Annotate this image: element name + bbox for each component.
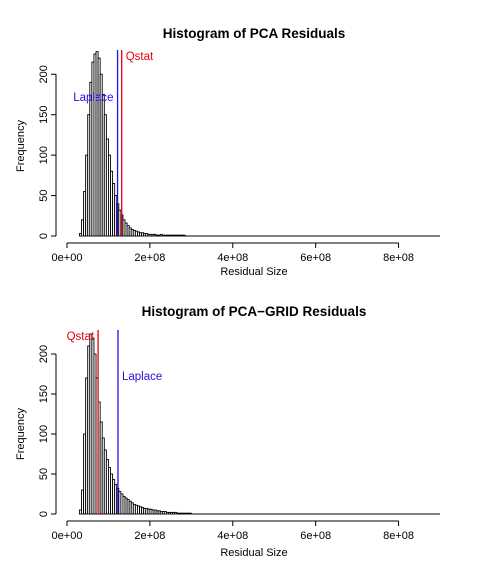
x-tick-label: 8e+08 (383, 530, 414, 542)
pca-grid-histogram-panel: Histogram of PCA−GRID Residuals Residual… (15, 304, 440, 559)
x-axis-label: Residual Size (220, 266, 287, 278)
y-tick-label: 200 (38, 65, 50, 83)
chart-title: Histogram of PCA−GRID Residuals (142, 304, 367, 319)
qstat-label: Qstat (67, 331, 95, 343)
chart-title: Histogram of PCA Residuals (163, 26, 346, 41)
x-tick-label: 0e+00 (52, 252, 83, 264)
y-axis: 0 50 100 150 200 (38, 65, 57, 239)
y-axis-label: Frequency (15, 120, 27, 172)
x-tick-label: 4e+08 (217, 530, 248, 542)
y-axis-label: Frequency (15, 408, 27, 460)
y-tick-label: 100 (38, 425, 50, 443)
laplace-label: Laplace (122, 371, 162, 383)
annotation-lines: Qstat Laplace (73, 50, 154, 236)
histogram-bar (188, 512, 192, 515)
histogram-bar (182, 234, 186, 237)
y-tick-label: 0 (38, 233, 50, 239)
annotation-lines: Qstat Laplace (67, 330, 162, 514)
y-tick-label: 0 (38, 511, 50, 517)
qstat-label: Qstat (126, 51, 154, 63)
y-tick-label: 150 (38, 106, 50, 124)
laplace-label: Laplace (73, 92, 113, 104)
x-tick-label: 0e+00 (52, 530, 83, 542)
y-tick-label: 200 (38, 345, 50, 363)
y-tick-label: 150 (38, 385, 50, 403)
x-tick-label: 6e+08 (300, 252, 331, 264)
x-tick-label: 8e+08 (383, 252, 414, 264)
x-axis-label: Residual Size (220, 547, 287, 559)
x-tick-label: 2e+08 (134, 252, 165, 264)
x-axis: 0e+00 2e+08 4e+08 6e+08 8e+08 (52, 520, 414, 542)
pca-histogram-panel: Histogram of PCA Residuals Residual Size… (15, 26, 440, 278)
histogram-bars (78, 333, 440, 515)
x-tick-label: 2e+08 (134, 530, 165, 542)
y-tick-label: 50 (38, 189, 50, 201)
x-axis: 0e+00 2e+08 4e+08 6e+08 8e+08 (52, 242, 414, 264)
histogram-bars (78, 51, 440, 237)
y-tick-label: 100 (38, 146, 50, 164)
y-axis: 0 50 100 150 200 (38, 345, 57, 517)
y-tick-label: 50 (38, 468, 50, 480)
x-tick-label: 6e+08 (300, 530, 331, 542)
x-tick-label: 4e+08 (217, 252, 248, 264)
